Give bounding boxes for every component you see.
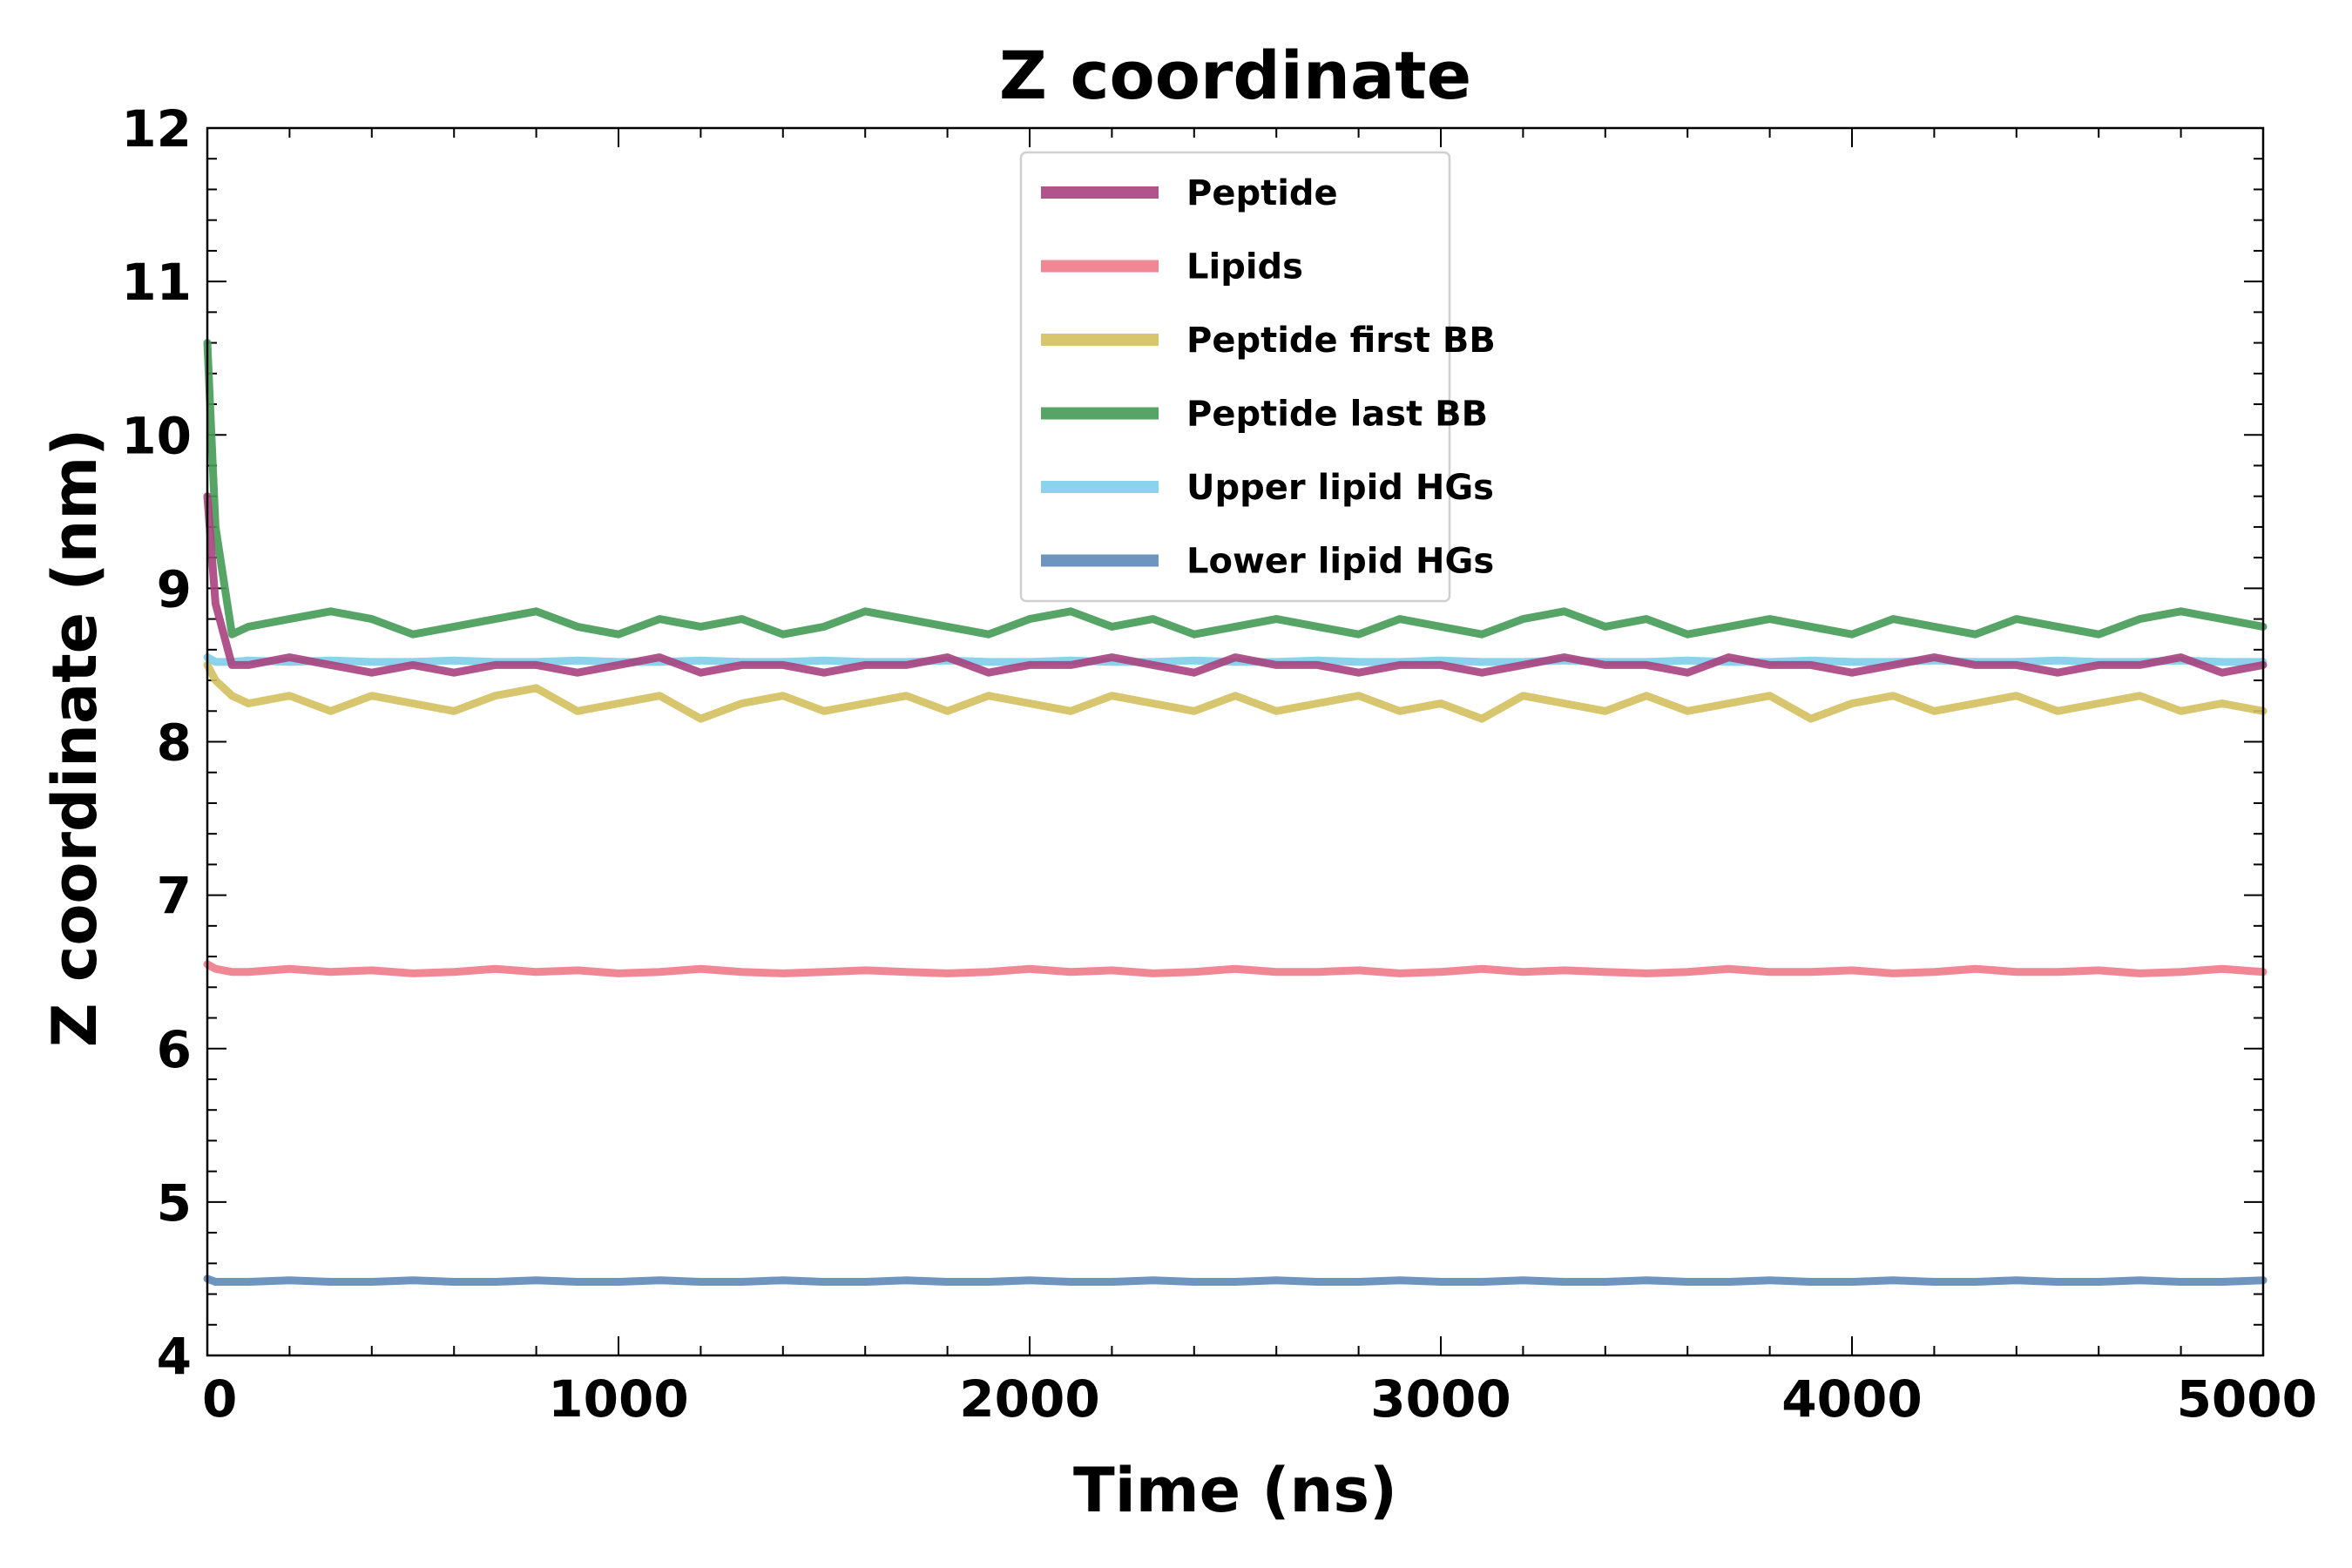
plot-frame xyxy=(206,126,2265,1357)
y-tick-label: 4 xyxy=(157,1327,192,1386)
series-line-peptide-last-bb xyxy=(203,339,2268,639)
legend-box xyxy=(1019,151,1451,603)
x-tick-label: 2000 xyxy=(959,1369,1099,1429)
legend-label-peptide-first-bb: Peptide first BB xyxy=(1186,321,1496,361)
y-tick-label: 5 xyxy=(157,1173,192,1233)
x-tick-label: 3000 xyxy=(1370,1369,1511,1429)
x-tick-label: 5000 xyxy=(2177,1369,2317,1429)
y-tick-label: 7 xyxy=(157,867,192,926)
legend-label-peptide-last-bb: Peptide last BB xyxy=(1186,395,1488,435)
x-tick-label: 0 xyxy=(202,1369,237,1429)
series-line-peptide-first-bb xyxy=(203,660,2268,723)
series-lines xyxy=(203,339,2268,1286)
legend-label-lipids: Lipids xyxy=(1186,247,1303,287)
legend: Peptide Lipids Peptide first BB Peptide las… xyxy=(1019,151,1496,603)
legend-label-peptide: Peptide xyxy=(1186,173,1338,213)
chart-title: Z coordinate xyxy=(999,37,1471,114)
y-tick-label: 8 xyxy=(157,713,192,773)
y-tick-label: 6 xyxy=(157,1020,192,1079)
legend-label-lower-lipid-hgs: Lower lipid HGs xyxy=(1186,542,1494,582)
y-tick-label: 10 xyxy=(121,406,192,465)
series-line-lower-lipid-hgs xyxy=(203,1274,2268,1286)
series-line-lipids xyxy=(203,960,2268,977)
y-tick-label: 12 xyxy=(121,99,192,159)
x-axis-label: Time (ns) xyxy=(1073,1455,1397,1526)
x-tick-label: 1000 xyxy=(548,1369,688,1429)
y-axis-label: Z coordinate (nm) xyxy=(39,429,111,1048)
y-tick-label: 11 xyxy=(121,253,192,312)
axis-tick-labels: 0 1000 2000 3000 4000 5000 4 5 6 7 8 9 10 11 12 xyxy=(121,99,2317,1429)
x-tick-label: 4000 xyxy=(1781,1369,1922,1429)
series-line-peptide xyxy=(203,492,2268,677)
legend-label-upper-lipid-hgs: Upper lipid HGs xyxy=(1186,468,1494,508)
y-tick-label: 9 xyxy=(157,559,192,618)
